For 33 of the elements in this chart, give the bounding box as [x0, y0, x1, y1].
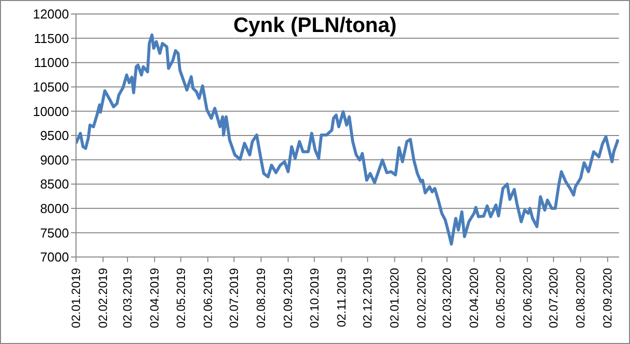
y-tick-label: 7000 [40, 250, 69, 265]
x-tick-label: 02.07.2020 [546, 268, 561, 328]
x-tick-label: 02.06.2019 [200, 268, 215, 328]
y-tick-label: 8000 [40, 201, 69, 216]
x-tick-label: 02.12.2019 [360, 268, 375, 328]
y-tick-label: 11500 [34, 30, 69, 46]
x-tick-label: 02.10.2019 [307, 268, 322, 328]
y-tick-label: 10000 [32, 104, 69, 119]
x-tick-label: 02.04.2020 [467, 268, 482, 328]
y-tick-label: 8500 [40, 176, 69, 192]
x-tick-label: 02.09.2019 [281, 268, 296, 328]
x-tick-label: 02.06.2020 [520, 268, 534, 328]
x-tick-label: 02.05.2019 [174, 268, 188, 328]
x-tick-label: 02.01.2019 [69, 268, 83, 328]
x-tick-label: 02.04.2019 [148, 268, 162, 328]
x-tick-label: 02.02.2020 [414, 268, 429, 328]
x-tick-label: 02.07.2019 [227, 268, 242, 328]
y-tick-label: 9000 [40, 152, 69, 168]
y-tick-label: 11000 [34, 55, 69, 70]
x-tick-label: 02.08.2019 [254, 268, 268, 328]
x-tick-label: 02.09.2020 [600, 268, 615, 328]
y-tick-label: 9500 [40, 128, 69, 144]
x-tick-label: 02.03.2019 [120, 268, 135, 328]
x-tick-label: 02.01.2020 [388, 268, 402, 328]
y-tick-label: 10500 [32, 80, 69, 95]
x-tick-label: 02.11.2019 [334, 268, 348, 328]
x-tick-label: 02.05.2020 [493, 268, 508, 328]
chart-title: Cynk (PLN/tona) [233, 14, 397, 37]
y-tick-label: 12000 [32, 6, 69, 22]
x-tick-label: 02.08.2020 [574, 268, 588, 328]
x-tick-label: 02.03.2020 [440, 268, 454, 328]
x-tick-label: 02.02.2019 [96, 268, 110, 328]
y-tick-label: 7500 [40, 225, 69, 240]
